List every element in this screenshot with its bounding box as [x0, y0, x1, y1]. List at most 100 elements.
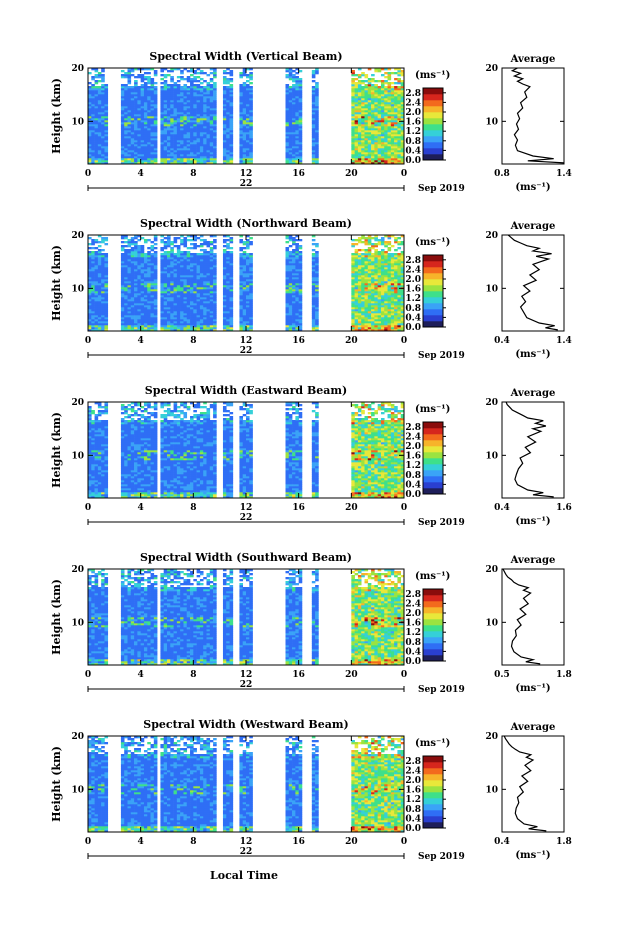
heatmap-cell	[209, 261, 214, 264]
heatmap-cell	[222, 325, 227, 328]
heatmap-cell	[249, 142, 253, 145]
heatmap-cell	[170, 289, 174, 292]
heatmap-cell	[367, 120, 372, 123]
heatmap-cell	[140, 269, 145, 272]
heatmap-cell	[134, 154, 138, 157]
heatmap-cell	[97, 265, 102, 268]
heatmap-cell	[397, 96, 402, 99]
heatmap-cell	[209, 68, 214, 71]
heatmap-cell	[298, 114, 303, 117]
heatmap-cell	[298, 140, 303, 143]
heatmap-cell	[213, 317, 217, 320]
heatmap-cell	[246, 116, 250, 119]
heatmap-cell	[288, 154, 293, 157]
heatmap-cell	[203, 108, 207, 111]
heatmap-cell	[209, 311, 214, 314]
heatmap-cell	[246, 275, 250, 278]
heatmap-cell	[203, 94, 207, 97]
heatmap-cell	[196, 140, 201, 143]
heatmap-cell	[361, 90, 365, 93]
heatmap-cell	[311, 259, 316, 262]
heatmap-cell	[120, 245, 125, 248]
heatmap-cell	[354, 126, 359, 129]
heatmap-cell	[173, 116, 178, 119]
heatmap-cell	[193, 128, 197, 131]
heatmap-cell	[292, 160, 296, 163]
heatmap-cell	[242, 72, 247, 75]
heatmap-cell	[190, 108, 194, 111]
heatmap-cell	[167, 237, 171, 240]
heatmap-cell	[249, 100, 253, 103]
heatmap-cell	[97, 273, 102, 276]
heatmap-cell	[160, 267, 165, 270]
heatmap-cell	[394, 126, 398, 129]
heatmap-cell	[377, 68, 382, 71]
heatmap-cell	[130, 309, 135, 312]
heatmap-cell	[377, 88, 382, 91]
heatmap-cell	[311, 285, 316, 288]
heatmap-cell	[209, 98, 214, 101]
heatmap-cell	[354, 106, 359, 109]
heatmap-cell	[285, 156, 290, 159]
heatmap-cell	[130, 273, 135, 276]
heatmap-cell	[364, 130, 369, 133]
heatmap-cell	[222, 154, 227, 157]
heatmap-cell	[371, 96, 375, 99]
heatmap-cell	[183, 90, 188, 93]
heatmap-cell	[190, 142, 194, 145]
heatmap-cell	[400, 150, 405, 153]
heatmap-cell	[143, 114, 148, 117]
heatmap-cell	[173, 295, 178, 298]
heatmap-cell	[400, 126, 405, 129]
heatmap-cell	[190, 259, 194, 262]
heatmap-cell	[147, 124, 151, 127]
heatmap-cell	[160, 120, 165, 123]
heatmap-cell	[120, 313, 125, 316]
heatmap-cell	[134, 301, 138, 304]
heatmap-cell	[104, 142, 109, 145]
heatmap-cell	[357, 146, 362, 149]
heatmap-cell	[246, 305, 250, 308]
heatmap-cell	[186, 88, 191, 91]
heatmap-cell	[173, 267, 178, 270]
heatmap-cell	[143, 98, 148, 101]
heatmap-cell	[134, 285, 138, 288]
heatmap-cell	[400, 96, 405, 99]
heatmap-cell	[371, 148, 375, 151]
heatmap-cell	[311, 291, 316, 294]
heatmap-cell	[292, 317, 296, 320]
heatmap-cell	[222, 305, 227, 308]
heatmap-cell	[239, 261, 244, 264]
heatmap-cell	[222, 140, 227, 143]
heatmap-cell	[130, 263, 135, 266]
heatmap-cell	[288, 98, 293, 101]
heatmap-cell	[196, 90, 201, 93]
heatmap-cell	[206, 128, 211, 131]
heatmap-cell	[390, 106, 395, 109]
heatmap-cell	[242, 319, 247, 322]
heatmap-cell	[213, 329, 217, 332]
heatmap-cell	[160, 263, 165, 266]
heatmap-cell	[292, 295, 296, 298]
heatmap-cell	[88, 289, 92, 292]
heatmap-cell	[186, 90, 191, 93]
heatmap-cell	[176, 96, 181, 99]
heatmap-cell	[88, 317, 92, 320]
heatmap-cell	[143, 317, 148, 320]
heatmap-cell	[400, 130, 405, 133]
heatmap-cell	[180, 319, 184, 322]
heatmap-cell	[147, 162, 151, 165]
heatmap-cell	[137, 88, 141, 91]
heatmap-cell	[351, 106, 355, 109]
heatmap-cell	[222, 303, 227, 306]
heatmap-cell	[222, 311, 227, 314]
heatmap-cell	[150, 283, 155, 286]
heatmap-cell	[288, 86, 293, 89]
heatmap-cell	[120, 299, 125, 302]
heatmap-cell	[143, 277, 148, 280]
heatmap-cell	[387, 138, 392, 141]
heatmap-cell	[311, 122, 316, 125]
heatmap-cell	[134, 76, 138, 79]
heatmap-cell	[292, 150, 296, 153]
heatmap-cell	[163, 126, 168, 129]
